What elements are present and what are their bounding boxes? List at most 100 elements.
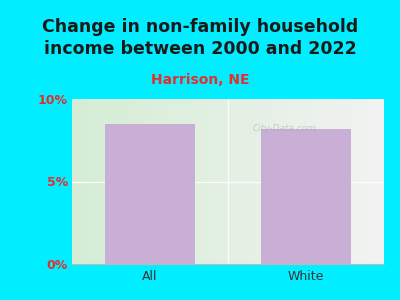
Text: Change in non-family household
income between 2000 and 2022: Change in non-family household income be…	[42, 18, 358, 58]
Bar	[80, 99, 81, 264]
Bar	[373, 99, 375, 264]
Bar	[220, 99, 222, 264]
Bar	[145, 99, 147, 264]
Bar	[270, 99, 272, 264]
Bar	[342, 99, 344, 264]
Bar	[251, 99, 253, 264]
Bar	[212, 99, 214, 264]
Bar	[344, 99, 345, 264]
Bar	[336, 99, 337, 264]
Bar	[214, 99, 216, 264]
Bar	[195, 99, 197, 264]
Bar	[133, 99, 134, 264]
Bar	[178, 99, 180, 264]
Bar	[158, 99, 159, 264]
Bar	[172, 99, 174, 264]
Bar	[169, 99, 170, 264]
Bar	[226, 99, 228, 264]
Bar	[362, 99, 364, 264]
Bar	[184, 99, 186, 264]
Bar	[228, 99, 230, 264]
Bar	[106, 99, 108, 264]
Bar	[197, 99, 198, 264]
Bar	[326, 99, 328, 264]
Bar	[325, 99, 326, 264]
Bar	[144, 99, 145, 264]
Bar	[322, 99, 323, 264]
Bar	[295, 99, 297, 264]
Bar	[94, 99, 96, 264]
Bar	[361, 99, 362, 264]
Bar	[96, 99, 97, 264]
Bar	[247, 99, 248, 264]
Bar	[350, 99, 351, 264]
Bar	[254, 99, 256, 264]
Bar	[208, 99, 209, 264]
Bar	[78, 99, 80, 264]
Bar	[181, 99, 183, 264]
Bar	[301, 99, 303, 264]
Bar	[124, 99, 125, 264]
Bar	[219, 99, 220, 264]
Bar	[248, 99, 250, 264]
Bar	[280, 99, 281, 264]
Bar	[281, 99, 282, 264]
Bar	[356, 99, 358, 264]
Bar	[368, 99, 370, 264]
Bar	[359, 99, 361, 264]
Bar	[370, 99, 372, 264]
Bar	[120, 99, 122, 264]
Bar	[166, 99, 167, 264]
Bar	[110, 99, 111, 264]
Bar	[75, 99, 77, 264]
Bar	[83, 99, 84, 264]
Bar	[278, 99, 280, 264]
Bar	[202, 99, 203, 264]
Bar	[334, 99, 336, 264]
Bar	[289, 99, 290, 264]
Bar	[292, 99, 294, 264]
Bar	[167, 99, 169, 264]
Bar	[122, 99, 124, 264]
Bar	[290, 99, 292, 264]
Bar	[237, 99, 239, 264]
Bar	[176, 99, 178, 264]
Bar	[194, 99, 195, 264]
Bar	[379, 99, 381, 264]
Bar	[376, 99, 378, 264]
Bar	[375, 99, 376, 264]
Bar	[198, 99, 200, 264]
Bar	[180, 99, 181, 264]
Bar	[275, 99, 276, 264]
Bar	[309, 99, 311, 264]
Bar	[134, 99, 136, 264]
Bar	[142, 99, 144, 264]
Bar	[330, 99, 331, 264]
Bar	[332, 99, 334, 264]
Bar	[345, 99, 346, 264]
Bar	[170, 99, 172, 264]
Bar	[125, 99, 126, 264]
Bar	[317, 99, 318, 264]
Bar	[126, 99, 128, 264]
Bar	[240, 99, 242, 264]
Bar	[381, 99, 382, 264]
Bar	[300, 99, 301, 264]
Bar	[200, 99, 202, 264]
Bar	[225, 99, 226, 264]
Bar	[206, 99, 208, 264]
Bar	[262, 99, 264, 264]
Bar	[114, 99, 116, 264]
Bar	[141, 99, 142, 264]
Bar	[77, 99, 78, 264]
Bar	[117, 99, 119, 264]
Bar	[244, 99, 245, 264]
Bar	[175, 99, 176, 264]
Bar	[155, 99, 156, 264]
Bar	[223, 99, 225, 264]
Bar	[147, 99, 148, 264]
Bar	[267, 99, 268, 264]
Bar	[161, 99, 162, 264]
Bar	[186, 99, 188, 264]
Bar	[189, 99, 190, 264]
